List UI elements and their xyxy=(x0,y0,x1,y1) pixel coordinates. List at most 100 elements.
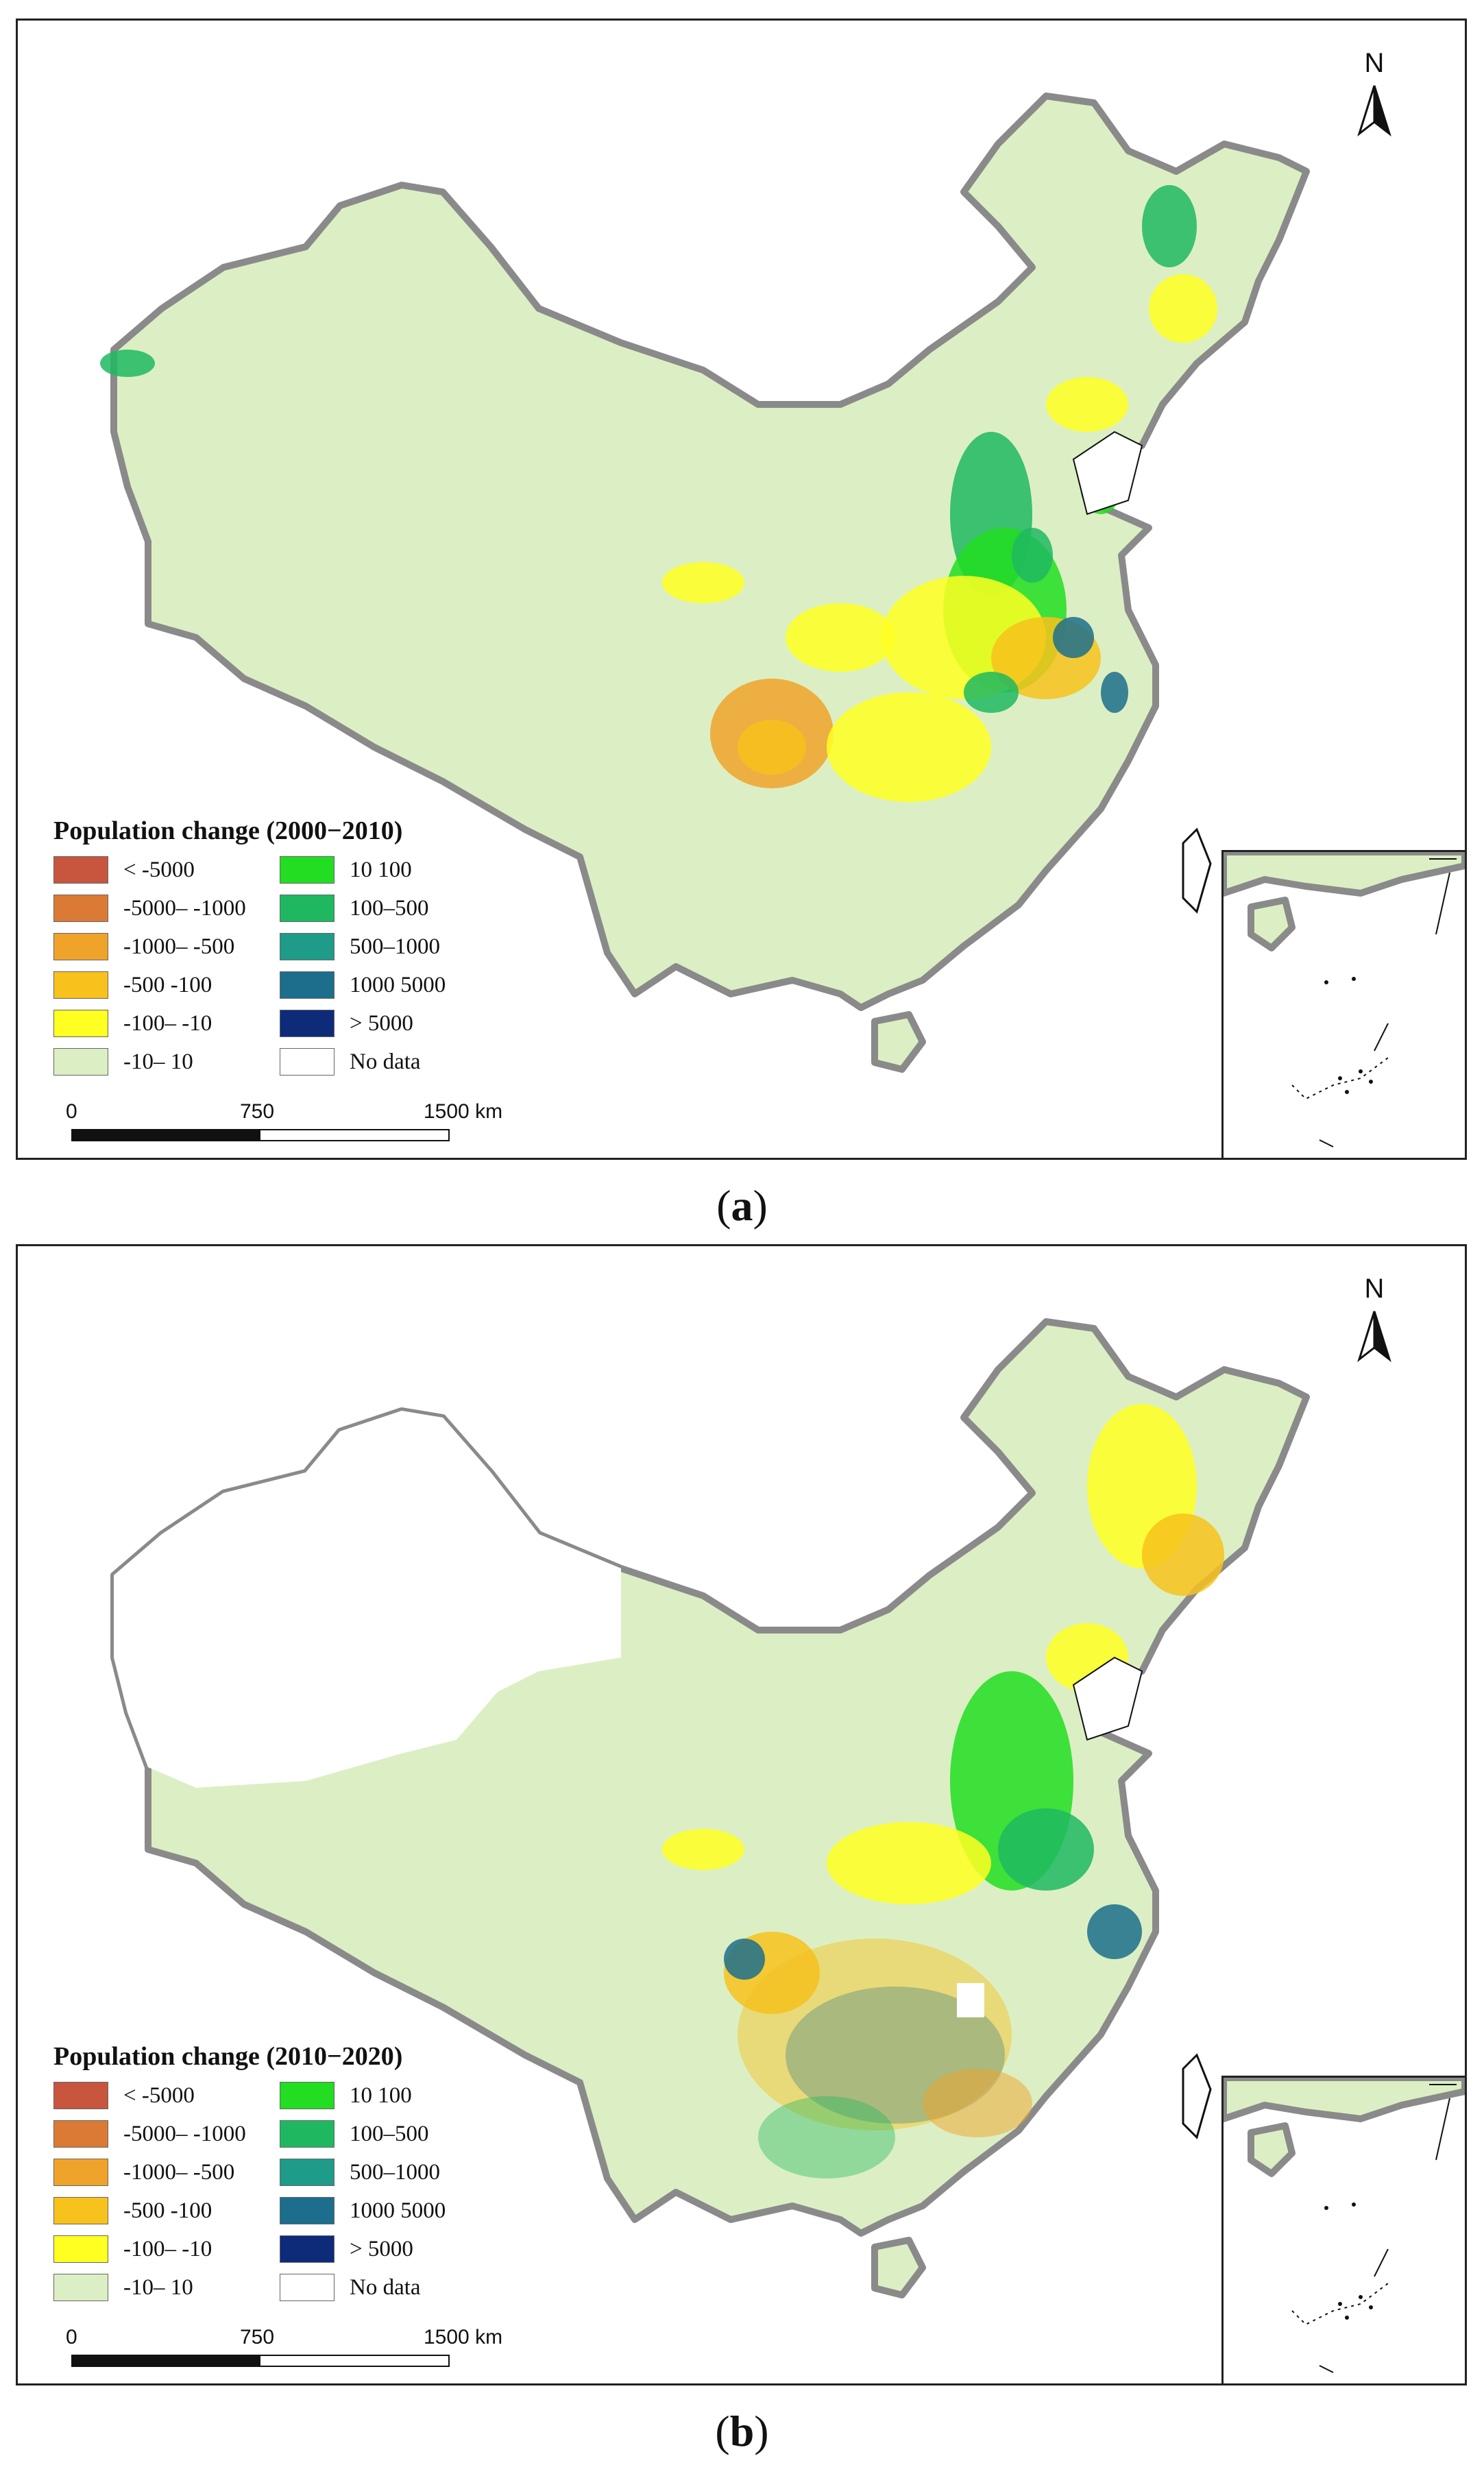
legend-item: -5000– -1000 xyxy=(53,894,280,923)
legend-swatch xyxy=(53,1048,108,1076)
legend: Population change (2010−2020) < -5000 10 … xyxy=(53,2041,533,2302)
legend-label: 100–500 xyxy=(350,895,429,921)
legend-item: -5000– -1000 xyxy=(53,2120,280,2148)
legend-item: -500 -100 xyxy=(53,971,280,999)
scale-tick-750: 750 xyxy=(240,2326,275,2348)
map-panel-b: N Population change (2010−2020) < -5000 1… xyxy=(16,1244,1467,2385)
caption-a: (a) xyxy=(716,1181,768,1230)
population-patch xyxy=(1149,274,1217,343)
population-patch xyxy=(1142,185,1197,267)
legend-item: -1000– -500 xyxy=(53,932,280,961)
population-patch xyxy=(1087,1904,1142,1959)
legend-item: No data xyxy=(280,1047,506,1076)
scale-bar-track xyxy=(71,1129,450,1141)
no-data-region-xinjiang xyxy=(114,1411,621,1788)
north-letter: N xyxy=(1364,1274,1385,1304)
legend-swatch xyxy=(53,895,108,922)
legend-item: 100–500 xyxy=(280,2120,506,2148)
legend-swatch xyxy=(280,2082,334,2109)
population-patch xyxy=(1142,1514,1224,1596)
legend-item: -10– 10 xyxy=(53,1047,280,1076)
legend-item: < -5000 xyxy=(53,855,280,884)
legend-label: > 5000 xyxy=(350,1010,413,1036)
legend-label: -5000– -1000 xyxy=(123,895,246,921)
population-patch xyxy=(998,1808,1094,1891)
legend-item: 10 100 xyxy=(280,855,506,884)
scale-bar: 0 750 1500 km xyxy=(53,1100,533,1148)
legend-swatch xyxy=(280,1048,334,1076)
scale-tick-750: 750 xyxy=(240,1100,275,1123)
legend-item: -500 -100 xyxy=(53,2196,280,2225)
population-patch xyxy=(662,562,744,603)
legend-label: -10– 10 xyxy=(123,1049,193,1074)
bohai-sea xyxy=(1072,1656,1143,1741)
population-change-patches xyxy=(662,1404,1224,2178)
legend-swatch xyxy=(53,971,108,999)
china-map-b xyxy=(110,1318,1310,2298)
legend-label: < -5000 xyxy=(123,857,195,882)
legend-swatch xyxy=(280,856,334,884)
north-arrow-icon xyxy=(1357,1311,1391,1363)
legend-item: 500–1000 xyxy=(280,932,506,961)
scale-tick-0: 0 xyxy=(66,1100,77,1123)
population-patch xyxy=(738,720,806,775)
legend-item: 500–1000 xyxy=(280,2158,506,2187)
legend-items: < -5000 10 100 -5000– -1000 100–500 -1000– -… xyxy=(53,2081,533,2302)
population-patch xyxy=(786,603,895,672)
legend-swatch xyxy=(53,2159,108,2186)
hainan-island xyxy=(871,2237,926,2298)
legend-swatch xyxy=(53,2274,108,2301)
scale-tick-0: 0 xyxy=(66,2326,77,2348)
legend-label: -10– 10 xyxy=(123,2274,193,2300)
legend-swatch xyxy=(280,2197,334,2224)
legend-label: 1000 5000 xyxy=(350,972,446,997)
legend-label: 500–1000 xyxy=(350,2159,440,2185)
south-china-sea-inset xyxy=(1221,2076,1465,2383)
legend-item: -10– 10 xyxy=(53,2273,280,2302)
legend-label: -1000– -500 xyxy=(123,934,235,959)
legend-label: No data xyxy=(350,2274,421,2300)
legend-title: Population change (2010−2020) xyxy=(53,2042,403,2071)
legend-label: -5000– -1000 xyxy=(123,2121,246,2146)
legend-swatch xyxy=(53,1010,108,1037)
scale-bar-track xyxy=(71,2355,450,2367)
north-arrow: N xyxy=(1347,1274,1402,1376)
legend-label: 10 100 xyxy=(350,857,412,882)
legend-swatch xyxy=(53,2197,108,2224)
legend-swatch xyxy=(280,2274,334,2301)
legend-label: -100– -10 xyxy=(123,1010,212,1036)
population-patch xyxy=(964,672,1019,713)
legend-label: 10 100 xyxy=(350,2082,412,2108)
legend-swatch xyxy=(53,933,108,960)
legend-label: 100–500 xyxy=(350,2121,429,2146)
south-china-sea-inset xyxy=(1221,850,1465,1158)
north-arrow-icon xyxy=(1357,85,1391,137)
legend-label: -1000– -500 xyxy=(123,2159,235,2185)
population-patch xyxy=(1046,377,1128,432)
legend-label: < -5000 xyxy=(123,2082,195,2108)
legend-title: Population change (2000−2010) xyxy=(53,816,403,845)
caption-b: (b) xyxy=(715,2407,769,2455)
legend-label: 1000 5000 xyxy=(350,2198,446,2223)
legend-label: -100– -10 xyxy=(123,2236,212,2261)
scale-bar: 0 750 1500 km xyxy=(53,2326,533,2374)
legend-label: > 5000 xyxy=(350,2236,413,2261)
legend-item: -100– -10 xyxy=(53,2235,280,2263)
legend-label: -500 -100 xyxy=(123,2198,212,2223)
hainan-island xyxy=(871,1011,926,1073)
map-panel-a: N Population change (2000−2010) < -5000 1… xyxy=(16,19,1467,1160)
population-patch xyxy=(724,1939,765,1980)
legend-swatch xyxy=(53,2082,108,2109)
scale-tick-1500: 1500 km xyxy=(424,1100,503,1123)
population-patch xyxy=(662,1829,744,1870)
legend-item: 1000 5000 xyxy=(280,971,506,999)
population-patch xyxy=(923,2069,1032,2137)
taiwan-island xyxy=(1182,2053,1212,2139)
legend-swatch xyxy=(280,933,334,960)
scale-tick-1500: 1500 km xyxy=(424,2326,503,2348)
legend-items: < -5000 10 100 -5000– -1000 100–500 -1000– -… xyxy=(53,855,533,1076)
legend-label: 500–1000 xyxy=(350,934,440,959)
legend-swatch xyxy=(53,856,108,884)
inset-map xyxy=(1224,852,1465,1148)
legend-swatch xyxy=(53,2120,108,2148)
